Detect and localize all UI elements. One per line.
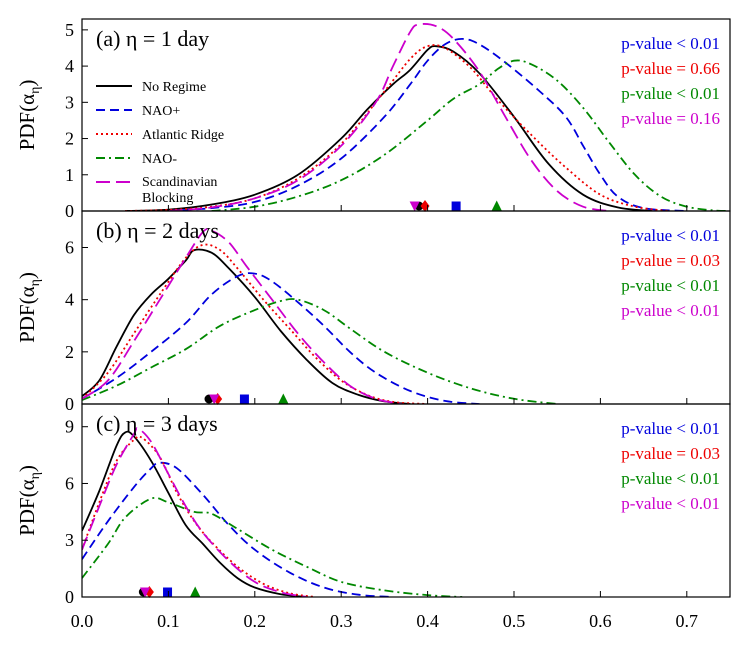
mean-marker-scandinavian-blocking — [140, 587, 151, 598]
panel-title: (c) η = 3 days — [96, 411, 218, 436]
series-line-nao- — [82, 272, 480, 404]
series-line-no-regime — [125, 45, 653, 211]
mean-marker-scandinavian-blocking — [409, 201, 420, 212]
legend-label: Atlantic Ridge — [142, 128, 224, 143]
p-value-label: p-value < 0.01 — [621, 84, 720, 103]
mean-marker-nao- — [190, 586, 201, 597]
series-line-atlantic-ridge — [82, 243, 428, 404]
series-line-scandinavian-blocking — [82, 427, 307, 597]
y-axis-label: PDF(αη) — [15, 80, 43, 151]
mean-marker-atlantic-ridge — [420, 200, 430, 212]
series-line-no-regime — [82, 430, 307, 597]
p-value-label: p-value = 0.03 — [621, 444, 720, 463]
x-tick-label: 0.7 — [676, 611, 699, 631]
x-axis: 0.0 0.1 0.2 0.3 0.4 0.5 0.6 0.7 — [71, 611, 698, 631]
y-tick-label: 3 — [65, 92, 74, 112]
panel-curves — [125, 23, 730, 211]
y-tick-label: 5 — [65, 20, 74, 40]
series-line-nao- — [82, 298, 558, 404]
x-tick-label: 0.4 — [416, 611, 439, 631]
series-line-atlantic-ridge — [125, 44, 670, 211]
p-value-label: p-value < 0.01 — [621, 226, 720, 245]
x-tick-label: 0.5 — [503, 611, 526, 631]
series-line-no-regime — [82, 248, 411, 404]
series-line-nao- — [168, 38, 687, 211]
p-value-label: p-value = 0.66 — [621, 59, 720, 78]
y-tick-label: 4 — [65, 56, 74, 76]
x-tick-label: 0.1 — [157, 611, 180, 631]
mean-marker-nao- — [163, 587, 173, 597]
y-tick-label: 2 — [65, 129, 74, 149]
p-value-label: p-value < 0.01 — [621, 494, 720, 513]
y-tick-label: 1 — [65, 165, 74, 185]
y-tick-label: 9 — [65, 417, 74, 437]
panel-c: 0 3 6 9 (c) η = 3 days p-value < 0.01 p-value … — [15, 403, 731, 607]
p-value-label: p-value < 0.01 — [621, 34, 720, 53]
legend-label: NAO- — [142, 152, 177, 167]
y-tick-label: 0 — [65, 201, 74, 221]
p-value-label: p-value < 0.01 — [621, 419, 720, 438]
y-tick-label: 0 — [65, 394, 74, 414]
x-tick-label: 0.3 — [330, 611, 353, 631]
y-tick-label: 4 — [65, 290, 74, 310]
series-line-scandinavian-blocking — [168, 23, 610, 211]
x-tick-label: 0.2 — [244, 611, 267, 631]
series-line-nao- — [82, 461, 394, 597]
mean-marker-nao- — [239, 394, 249, 404]
mean-marker-scandinavian-blocking — [209, 394, 220, 405]
y-axis-label: PDF(αη) — [15, 272, 43, 343]
legend-label: NAO+ — [142, 104, 180, 119]
panel-title: (a) η = 1 day — [96, 26, 209, 51]
legend: No Regime NAO+ Atlantic Ridge NAO- Scandinav… — [96, 80, 224, 206]
p-value-label: p-value = 0.16 — [621, 109, 720, 128]
mean-marker-nao- — [491, 200, 502, 211]
y-tick-label: 0 — [65, 587, 74, 607]
y-tick-label: 2 — [65, 342, 74, 362]
panel-a: 0 1 2 3 4 5 (a) η = 1 day p-value < 0.01 p-value… — [15, 18, 731, 221]
x-tick-label: 0.0 — [71, 611, 94, 631]
p-value-label: p-value < 0.01 — [621, 301, 720, 320]
y-tick-label: 6 — [65, 473, 74, 493]
p-value-label: p-value < 0.01 — [621, 276, 720, 295]
series-line-nao- — [211, 59, 730, 211]
panel-curves — [82, 427, 463, 597]
legend-label: Scandinavian Blocking — [142, 175, 217, 206]
panel-title: (b) η = 2 days — [96, 218, 219, 243]
p-value-label: p-value < 0.01 — [621, 469, 720, 488]
y-axis-label: PDF(αη) — [15, 465, 43, 536]
panel-curves — [82, 227, 558, 404]
x-tick-label: 0.6 — [589, 611, 612, 631]
panel-frame — [81, 403, 731, 598]
mean-marker-nao- — [451, 201, 461, 211]
legend-label: No Regime — [142, 80, 206, 95]
series-line-scandinavian-blocking — [82, 227, 402, 404]
series-line-nao- — [82, 496, 463, 597]
panel-b: 0 2 4 6 (b) η = 2 days p-value < 0.01 p-value … — [15, 210, 731, 414]
y-tick-label: 6 — [65, 238, 74, 258]
series-line-atlantic-ridge — [82, 435, 316, 597]
mean-marker-nao- — [278, 393, 289, 404]
p-value-label: p-value = 0.03 — [621, 251, 720, 270]
y-tick-label: 3 — [65, 530, 74, 550]
